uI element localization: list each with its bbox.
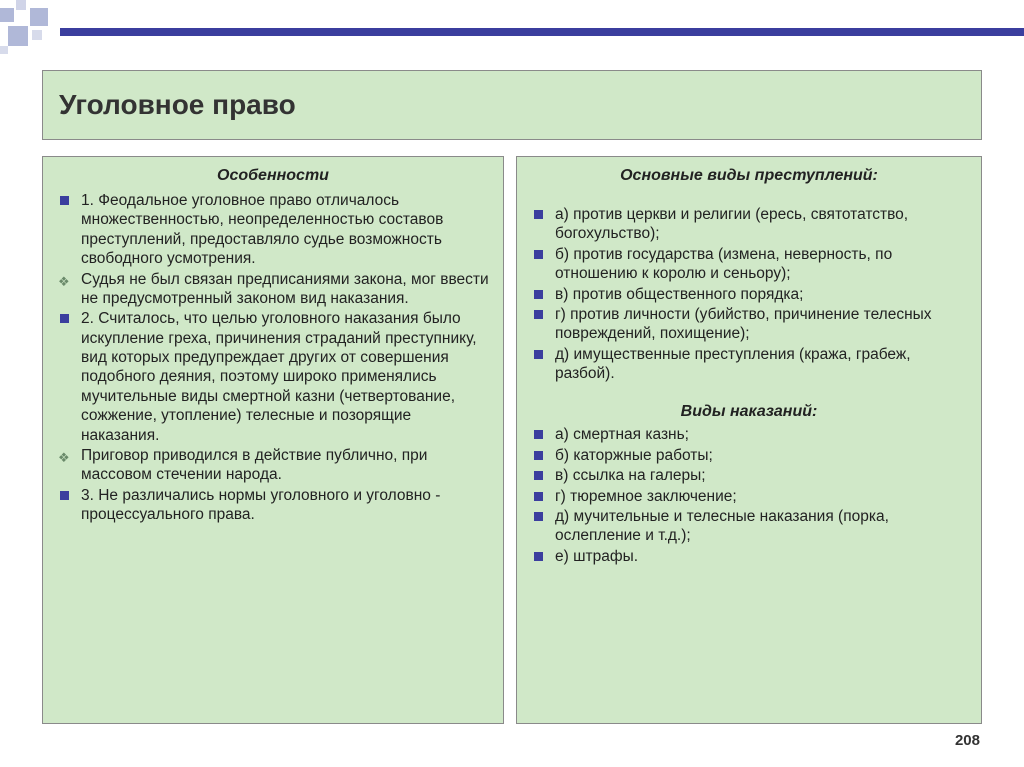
title-panel: Уголовное право — [42, 70, 982, 140]
right-list-item: б) каторжные работы; — [531, 446, 967, 465]
square-bullet-icon — [60, 491, 69, 500]
diamond-bullet-icon: ❖ — [58, 450, 70, 466]
list-item-text: г) тюремное заключение; — [555, 488, 737, 505]
left-list-item: ❖ Судья не был связан предписаниями закон… — [57, 270, 489, 309]
right-list-item: д) мучительные и телесные наказания (пор… — [531, 507, 967, 546]
right-list-item: г) тюремное заключение; — [531, 487, 967, 506]
list-item-text: е) штрафы. — [555, 548, 638, 565]
left-list: 1. Феодальное уголовное право отличалось… — [57, 191, 489, 524]
list-item-text: а) смертная казнь; — [555, 426, 689, 443]
square-bullet-icon — [534, 552, 543, 561]
list-item-text: Приговор приводился в действие публично,… — [81, 447, 427, 483]
right-list-item: в) против общественного порядка; — [531, 285, 967, 304]
right-heading-2: Виды наказаний: — [531, 403, 967, 421]
left-column: Особенности 1. Феодальное уголовное прав… — [42, 156, 504, 724]
diamond-bullet-icon: ❖ — [58, 274, 70, 290]
square-bullet-icon — [534, 430, 543, 439]
corner-decoration — [0, 0, 60, 60]
right-list-item: в) ссылка на галеры; — [531, 466, 967, 485]
list-item-text: г) против личности (убийство, причинение… — [555, 306, 932, 342]
left-list-item: 1. Феодальное уголовное право отличалось… — [57, 191, 489, 269]
list-item-text: б) против государства (измена, неверност… — [555, 246, 892, 282]
right-list-item: г) против личности (убийство, причинение… — [531, 305, 967, 344]
right-list-item: е) штрафы. — [531, 547, 967, 566]
list-item-text: 3. Не различались нормы уголовного и уго… — [81, 487, 440, 523]
left-list-item: 3. Не различались нормы уголовного и уго… — [57, 486, 489, 525]
right-list-2: а) смертная казнь; б) каторжные работы; в)… — [531, 425, 967, 566]
content-columns: Особенности 1. Феодальное уголовное прав… — [42, 156, 982, 724]
square-bullet-icon — [534, 471, 543, 480]
page-number: 208 — [955, 732, 980, 749]
square-bullet-icon — [534, 451, 543, 460]
square-bullet-icon — [534, 350, 543, 359]
right-list-item: б) против государства (измена, неверност… — [531, 245, 967, 284]
square-bullet-icon — [60, 314, 69, 323]
slide-title: Уголовное право — [59, 89, 296, 121]
square-bullet-icon — [534, 512, 543, 521]
list-item-text: б) каторжные работы; — [555, 447, 713, 464]
top-stripe — [60, 28, 1024, 36]
list-item-text: 2. Считалось, что целью уголовного наказ… — [81, 310, 477, 443]
list-item-text: а) против церкви и религии (ересь, свято… — [555, 206, 908, 242]
list-item-text: 1. Феодальное уголовное право отличалось… — [81, 192, 443, 267]
square-bullet-icon — [534, 250, 543, 259]
square-bullet-icon — [534, 210, 543, 219]
square-bullet-icon — [534, 310, 543, 319]
right-list-1: а) против церкви и религии (ересь, свято… — [531, 205, 967, 383]
list-item-text: д) мучительные и телесные наказания (пор… — [555, 508, 889, 544]
list-item-text: д) имущественные преступления (кража, гр… — [555, 346, 911, 382]
square-bullet-icon — [534, 290, 543, 299]
right-list-item: д) имущественные преступления (кража, гр… — [531, 345, 967, 384]
left-heading: Особенности — [57, 167, 489, 185]
list-item-text: Судья не был связан предписаниями закона… — [81, 271, 489, 307]
right-column: Основные виды преступлений: а) против це… — [516, 156, 982, 724]
right-heading-1: Основные виды преступлений: — [531, 167, 967, 185]
square-bullet-icon — [534, 492, 543, 501]
list-item-text: в) против общественного порядка; — [555, 286, 803, 303]
list-item-text: в) ссылка на галеры; — [555, 467, 706, 484]
right-list-item: а) смертная казнь; — [531, 425, 967, 444]
square-bullet-icon — [60, 196, 69, 205]
left-list-item: 2. Считалось, что целью уголовного наказ… — [57, 309, 489, 445]
right-list-item: а) против церкви и религии (ересь, свято… — [531, 205, 967, 244]
left-list-item: ❖ Приговор приводился в действие публично… — [57, 446, 489, 485]
